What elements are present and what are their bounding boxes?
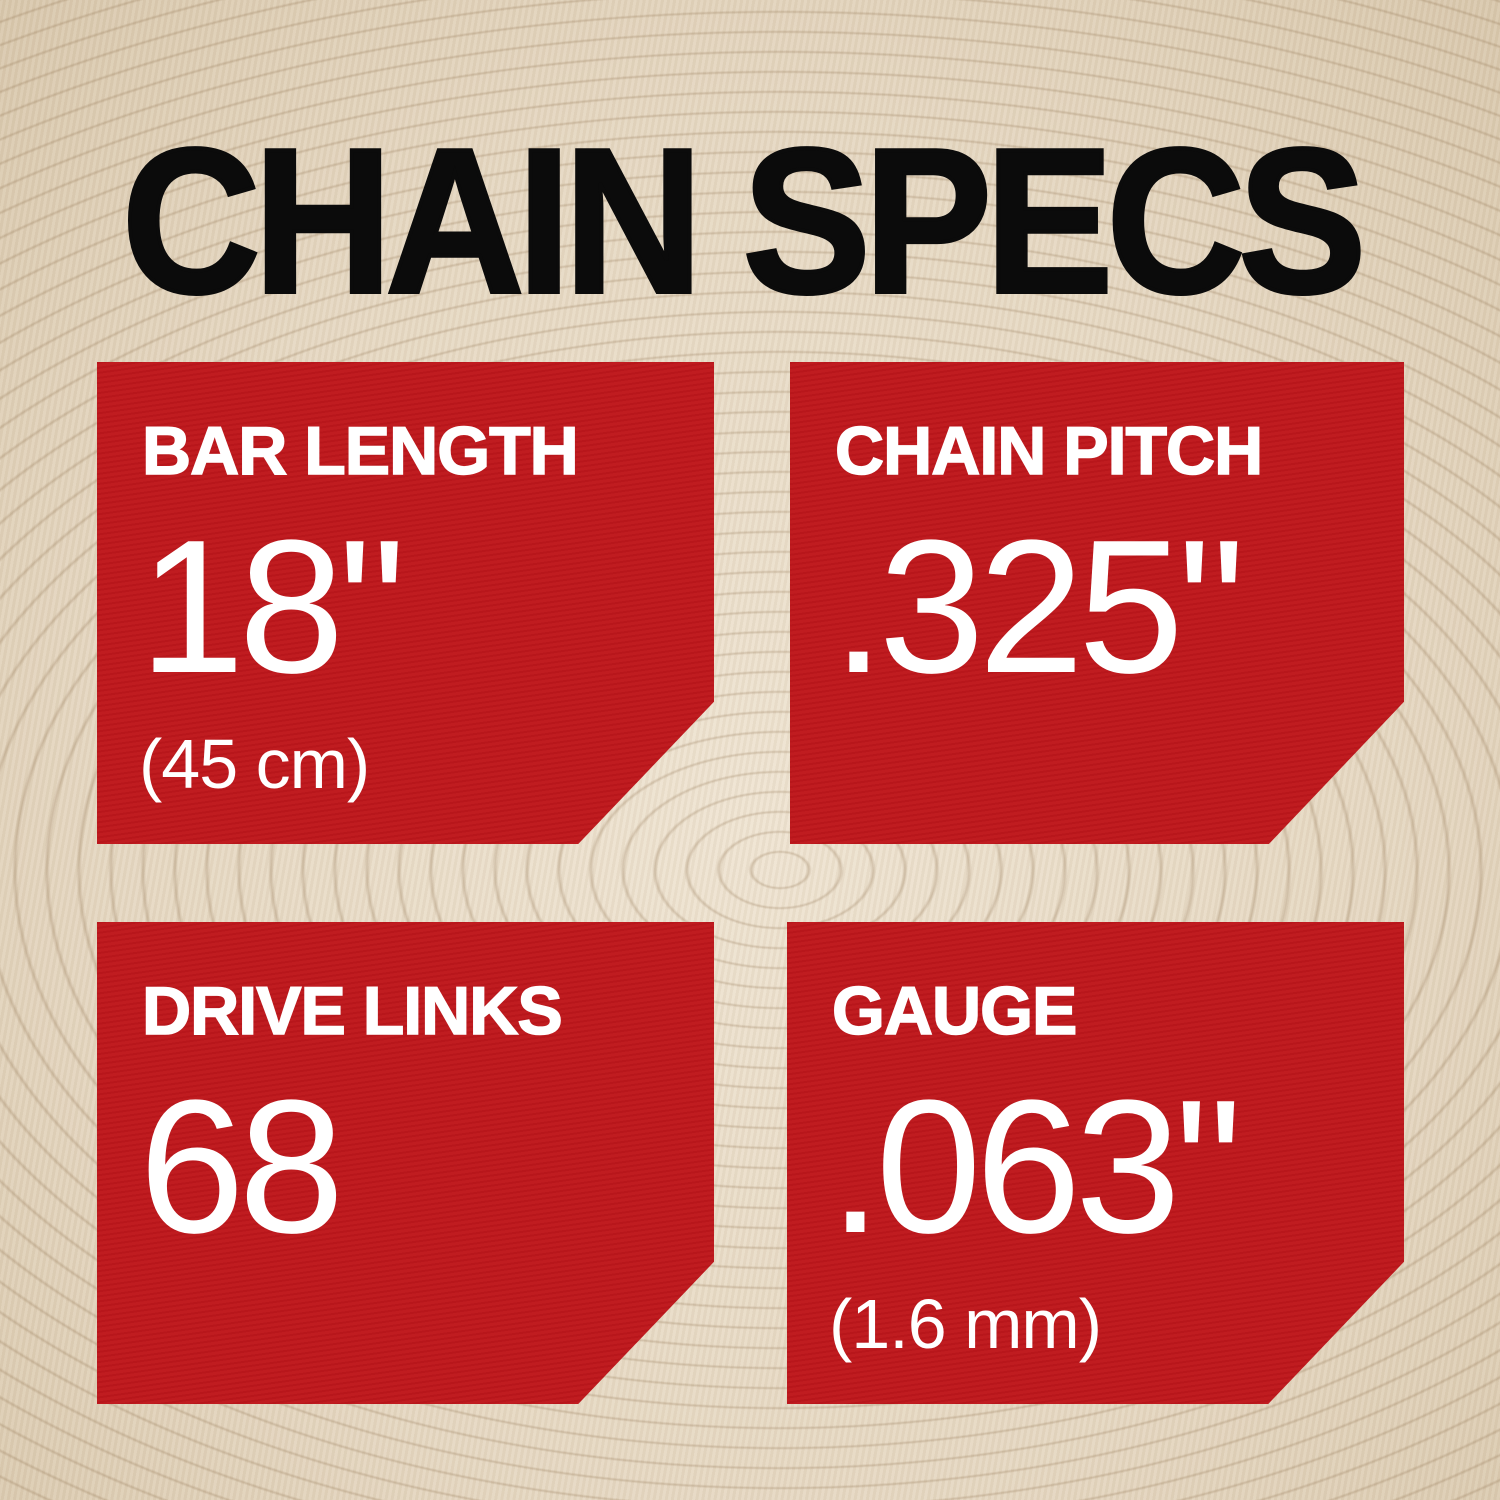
spec-value: 68 — [139, 1061, 344, 1273]
spec-value: 18" — [139, 501, 406, 713]
spec-label: CHAIN PITCH — [834, 412, 1264, 490]
spec-card-chain-pitch: CHAIN PITCH .325" — [790, 362, 1404, 844]
spec-value: .325" — [832, 501, 1245, 713]
spec-label: BAR LENGTH — [141, 412, 579, 490]
spec-metric-value: (1.6 mm) — [829, 1285, 1102, 1363]
spec-value: .063" — [829, 1061, 1242, 1273]
spec-card-drive-links: DRIVE LINKS 68 — [97, 922, 714, 1404]
spec-card-bar-length: BAR LENGTH 18" (45 cm) — [97, 362, 714, 844]
spec-card-gauge: GAUGE .063" (1.6 mm) — [787, 922, 1404, 1404]
spec-label: DRIVE LINKS — [141, 972, 563, 1050]
spec-metric-value: (45 cm) — [139, 725, 370, 803]
spec-label: GAUGE — [831, 972, 1078, 1050]
page-title: CHAIN SPECS — [120, 106, 1368, 336]
